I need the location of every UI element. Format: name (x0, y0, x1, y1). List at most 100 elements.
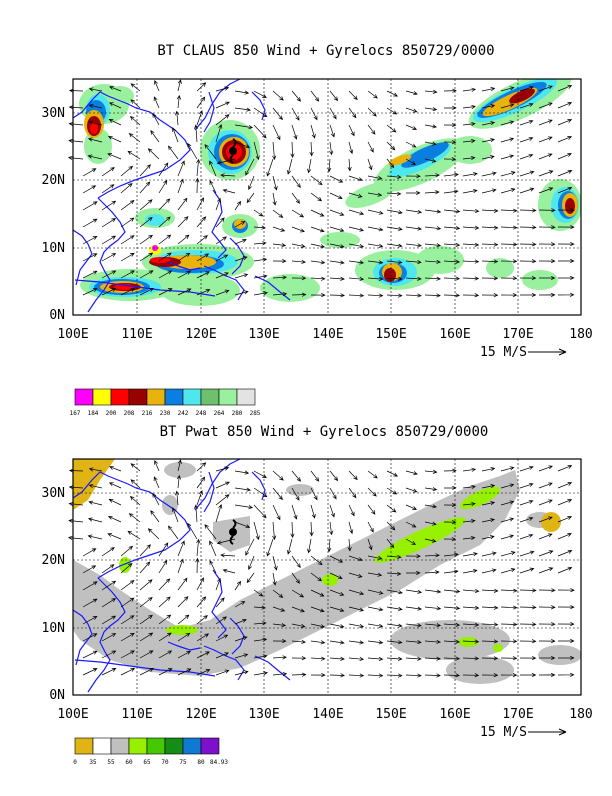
wind-vector (443, 140, 457, 145)
wind-vector (82, 218, 98, 228)
wind-vector (557, 292, 575, 297)
wind-vector (310, 606, 325, 613)
wind-vector (557, 588, 575, 593)
wind-vector (139, 288, 154, 296)
wind-vector (443, 520, 457, 525)
wind-vector (310, 90, 320, 102)
wind-vector (462, 535, 476, 540)
wind-vector (234, 221, 246, 228)
wind-vector (481, 208, 499, 213)
wind-vector (405, 470, 418, 476)
wind-vector (538, 638, 556, 644)
wind-vector (253, 257, 268, 262)
wind-vector (558, 258, 575, 264)
wind-vector (272, 487, 283, 501)
grid-lines (73, 79, 581, 315)
wind-vector (558, 638, 575, 644)
wind-vector (177, 197, 188, 211)
wind-vector (215, 272, 229, 279)
wind-vector (367, 623, 384, 628)
wind-vector (88, 103, 103, 109)
wind-vector (519, 136, 534, 143)
x-tick-label: 130E (248, 327, 279, 342)
legend-swatch (128, 737, 148, 755)
wind-vector (101, 288, 117, 296)
wind-vector (462, 518, 476, 524)
wind-vector (443, 656, 461, 661)
wind-vector (291, 192, 300, 204)
wind-vector (168, 145, 179, 160)
wind-vector (367, 209, 384, 215)
wind-vector (424, 243, 442, 248)
wind-vector (481, 121, 496, 126)
x-tick-label: 100E (57, 327, 88, 342)
legend-swatch (110, 388, 130, 406)
wind-vector (367, 141, 374, 153)
wind-vector (248, 175, 255, 191)
wind-vector (424, 190, 440, 195)
x-tick-label: 140E (312, 707, 343, 722)
vector-scale: 15 M/S (480, 725, 567, 740)
wind-vector (348, 606, 365, 612)
wind-vector (462, 172, 478, 177)
wind-vector (158, 270, 173, 279)
wind-vector (481, 171, 497, 177)
wind-vector (158, 542, 169, 557)
typhoon-symbol (229, 138, 237, 164)
wind-vector (108, 119, 122, 126)
wind-vector (234, 487, 252, 492)
wind-vector (291, 504, 298, 520)
wind-vector (272, 504, 281, 521)
wind-vector (538, 208, 556, 213)
wind-vector (150, 510, 160, 523)
wind-vector (82, 168, 97, 177)
wind-vector (367, 572, 383, 577)
wind-vector (405, 276, 422, 281)
wind-vector (405, 487, 418, 493)
wind-vector (215, 114, 230, 126)
wind-vector (386, 276, 403, 281)
wind-vector (272, 124, 281, 141)
wind-vector (367, 124, 376, 135)
wind-vector (272, 589, 284, 598)
wind-vector (187, 522, 198, 540)
wind-vector (424, 570, 440, 575)
wind-vector (310, 276, 326, 281)
wind-vector (245, 538, 255, 556)
wind-vector (367, 470, 378, 479)
wind-vector (557, 241, 575, 247)
wind-vector (386, 174, 402, 180)
wind-vector (220, 173, 236, 178)
wind-vector (367, 504, 376, 515)
wind-vector (462, 639, 480, 644)
wind-vector (386, 470, 399, 477)
wind-vector (215, 669, 230, 676)
wind-vector (187, 142, 198, 160)
wind-vector (539, 275, 556, 281)
wind-vector (329, 470, 339, 482)
wind-vector (109, 85, 122, 92)
wind-vector (310, 623, 326, 629)
wind-vector (139, 579, 153, 591)
wind-vector (253, 209, 264, 217)
wind-vector (386, 640, 403, 645)
wind-vector (234, 238, 247, 245)
legend-label: 216 (142, 410, 153, 417)
wind-vector (348, 276, 365, 282)
wind-vector (462, 588, 480, 594)
wind-vector (481, 104, 496, 109)
wind-vector (204, 524, 217, 540)
wind-vector (405, 174, 421, 179)
wind-vector (310, 124, 316, 139)
wind-vector (538, 550, 554, 557)
wind-vector (329, 293, 346, 298)
wind-vector (139, 270, 154, 279)
wind-vectors (67, 459, 575, 678)
wind-vector (327, 158, 332, 173)
wind-vector (291, 90, 302, 102)
wind-vector (290, 141, 295, 158)
wind-vector (253, 225, 266, 230)
wind-vector (348, 90, 358, 101)
wind-vector (266, 158, 274, 177)
